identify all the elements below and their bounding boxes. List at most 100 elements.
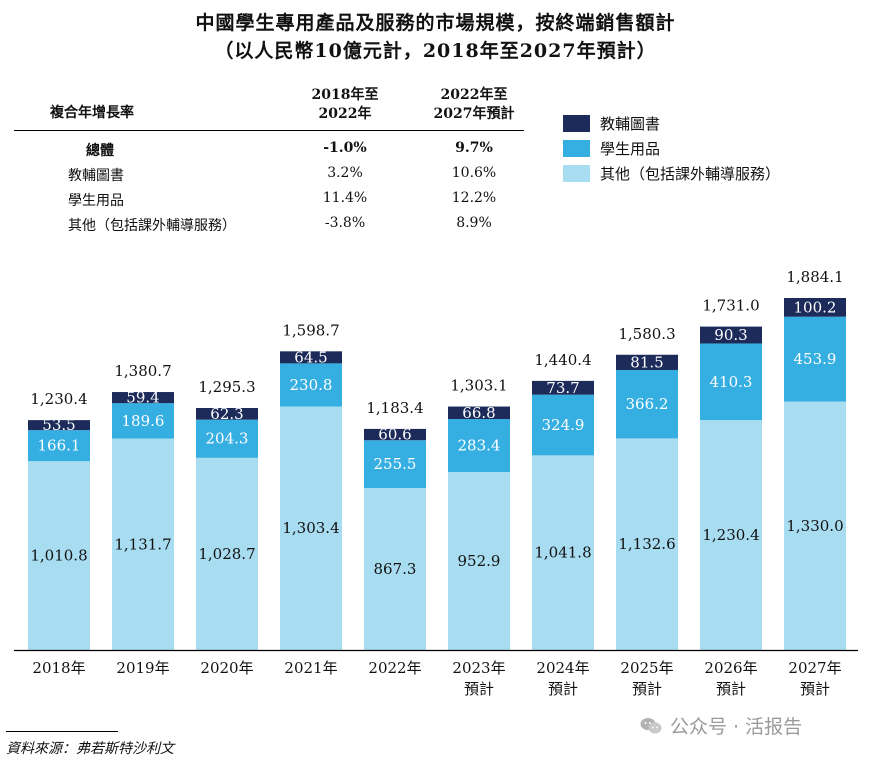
- cagr-col1-header-line1: 2018年至: [311, 87, 379, 103]
- x-tick-label: 2019年: [116, 659, 169, 677]
- source-note: 資料來源：弗若斯特沙利文: [6, 741, 174, 757]
- total-label: 1,884.1: [786, 268, 843, 286]
- data-label-supplies: 255.5: [374, 455, 417, 473]
- chart-title: 中國學生專用產品及服務的市場規模，按終端銷售額計: [195, 12, 676, 34]
- chart-legend: 教輔圖書 學生用品 其他（包括課外輔導服務）: [563, 111, 780, 186]
- cagr-row-total: 總體 -1.0% 9.7%: [14, 136, 524, 161]
- x-tick-sublabel: 預計: [632, 680, 662, 698]
- bar-segment-others: [364, 487, 426, 650]
- bar-segment-supplies: [700, 343, 762, 421]
- bar-segment-others: [112, 438, 174, 650]
- bar-segment-supplies: [112, 403, 174, 439]
- legend-swatch-books: [563, 115, 590, 132]
- bar-segment-books: [364, 428, 426, 441]
- data-label-books: 53.5: [42, 416, 75, 434]
- data-label-others: 1,131.7: [114, 535, 171, 553]
- cagr-row-value-1: -1.0%: [323, 140, 367, 156]
- total-label: 1,183.4: [366, 399, 423, 417]
- data-label-others: 1,132.6: [618, 535, 675, 553]
- legend-swatch-others: [563, 165, 590, 182]
- cagr-row-value-1: 3.2%: [327, 165, 363, 181]
- data-label-supplies: 410.3: [710, 373, 753, 391]
- bar-segment-supplies: [28, 430, 90, 462]
- cagr-row-value-1: 11.4%: [322, 190, 368, 206]
- cagr-row-label: 其他（包括課外輔導服務）: [68, 218, 236, 234]
- cagr-col1-header-line2: 2022年: [318, 106, 372, 122]
- data-label-books: 90.3: [714, 326, 747, 344]
- x-tick-sublabel: 預計: [548, 680, 578, 698]
- x-tick-label: 2018年: [32, 659, 85, 677]
- bar-segment-others: [280, 406, 342, 650]
- data-label-books: 73.7: [546, 379, 579, 397]
- total-label: 1,598.7: [282, 321, 339, 339]
- x-tick-label: 2025年: [620, 659, 673, 677]
- cagr-row-value-2: 9.7%: [455, 140, 493, 156]
- watermark-text: 公众号 · 活报告: [670, 716, 803, 738]
- bar-segment-supplies: [448, 419, 510, 472]
- data-label-books: 81.5: [630, 353, 663, 371]
- legend-item-supplies: 學生用品: [563, 136, 780, 161]
- data-label-books: 64.5: [294, 348, 327, 366]
- cagr-header-label: 複合年增長率: [50, 105, 134, 121]
- total-label: 1,230.4: [30, 390, 87, 408]
- bar-segment-others: [448, 471, 510, 650]
- legend-item-books: 教輔圖書: [563, 111, 780, 136]
- data-label-supplies: 324.9: [542, 416, 585, 434]
- bar-segment-others: [532, 455, 594, 650]
- x-tick-sublabel: 預計: [800, 680, 830, 698]
- legend-item-others: 其他（包括課外輔導服務）: [563, 161, 780, 186]
- x-tick-sublabel: 預計: [716, 680, 746, 698]
- data-label-supplies: 230.8: [290, 376, 333, 394]
- cagr-row-value-1: -3.8%: [324, 215, 366, 231]
- bar-segment-books: [616, 354, 678, 370]
- cagr-row-label: 總體: [86, 143, 114, 159]
- cagr-col1-header: 2018年至 2022年: [300, 86, 390, 124]
- total-label: 1,295.3: [198, 378, 255, 396]
- bar-segment-books: [280, 351, 342, 364]
- data-label-others: 1,010.8: [30, 547, 87, 565]
- data-label-supplies: 166.1: [38, 437, 81, 455]
- stacked-bar-chart: 1,010.8 166.1 53.5 1,230.4 2018年 1,131.7 189.6…: [14, 268, 858, 698]
- data-label-supplies: 366.2: [626, 395, 669, 413]
- data-label-others: 1,028.7: [198, 545, 255, 563]
- legend-label-books: 教輔圖書: [600, 115, 661, 133]
- x-tick-label: 2026年: [704, 659, 757, 677]
- cagr-row-label: 教輔圖書: [68, 168, 124, 184]
- legend-label-supplies: 學生用品: [600, 140, 661, 158]
- cagr-table-header: 複合年增長率 2018年至 2022年 2022年至 2027年預計: [14, 84, 524, 131]
- bar-segment-books: [112, 392, 174, 404]
- cagr-col2-header-line2: 2027年預計: [433, 106, 515, 122]
- x-tick-label: 2023年: [452, 659, 505, 677]
- bar-segment-books: [448, 406, 510, 420]
- bar-segment-supplies: [196, 419, 258, 458]
- x-tick-label: 2022年: [368, 659, 421, 677]
- total-label: 1,380.7: [114, 362, 171, 380]
- legend-swatch-supplies: [563, 140, 590, 157]
- data-label-books: 59.4: [126, 389, 159, 407]
- data-label-others: 1,330.0: [786, 517, 843, 535]
- bar-segment-books: [700, 326, 762, 344]
- bar-segment-books: [28, 420, 90, 431]
- cagr-col2-header: 2022年至 2027年預計: [424, 86, 524, 124]
- data-label-others: 952.9: [458, 552, 501, 570]
- total-label: 1,731.0: [702, 297, 759, 315]
- cagr-row-value-2: 10.6%: [451, 165, 497, 181]
- data-label-books: 60.6: [378, 426, 411, 444]
- cagr-col2-header-line1: 2022年至: [440, 87, 508, 103]
- chart-subtitle: （以人民幣10億元計，2018年至2027年預計）: [214, 40, 657, 62]
- cagr-row-others: 其他（包括課外輔導服務） -3.8% 8.9%: [14, 211, 524, 236]
- data-label-books: 100.2: [794, 298, 837, 316]
- cagr-row-label: 學生用品: [68, 193, 124, 209]
- data-label-others: 1,041.8: [534, 544, 591, 562]
- cagr-row-supplies: 學生用品 11.4% 12.2%: [14, 186, 524, 211]
- x-tick-label: 2027年: [788, 659, 841, 677]
- bar-segment-others: [28, 461, 90, 650]
- cagr-row-value-2: 12.2%: [451, 190, 497, 206]
- total-label: 1,440.4: [534, 351, 591, 369]
- wechat-icon: [640, 717, 662, 733]
- legend-label-others: 其他（包括課外輔導服務）: [600, 165, 781, 183]
- data-label-supplies: 453.9: [794, 350, 837, 368]
- data-label-books: 66.8: [462, 404, 495, 422]
- data-label-others: 867.3: [374, 560, 417, 578]
- bar-segment-others: [784, 401, 846, 650]
